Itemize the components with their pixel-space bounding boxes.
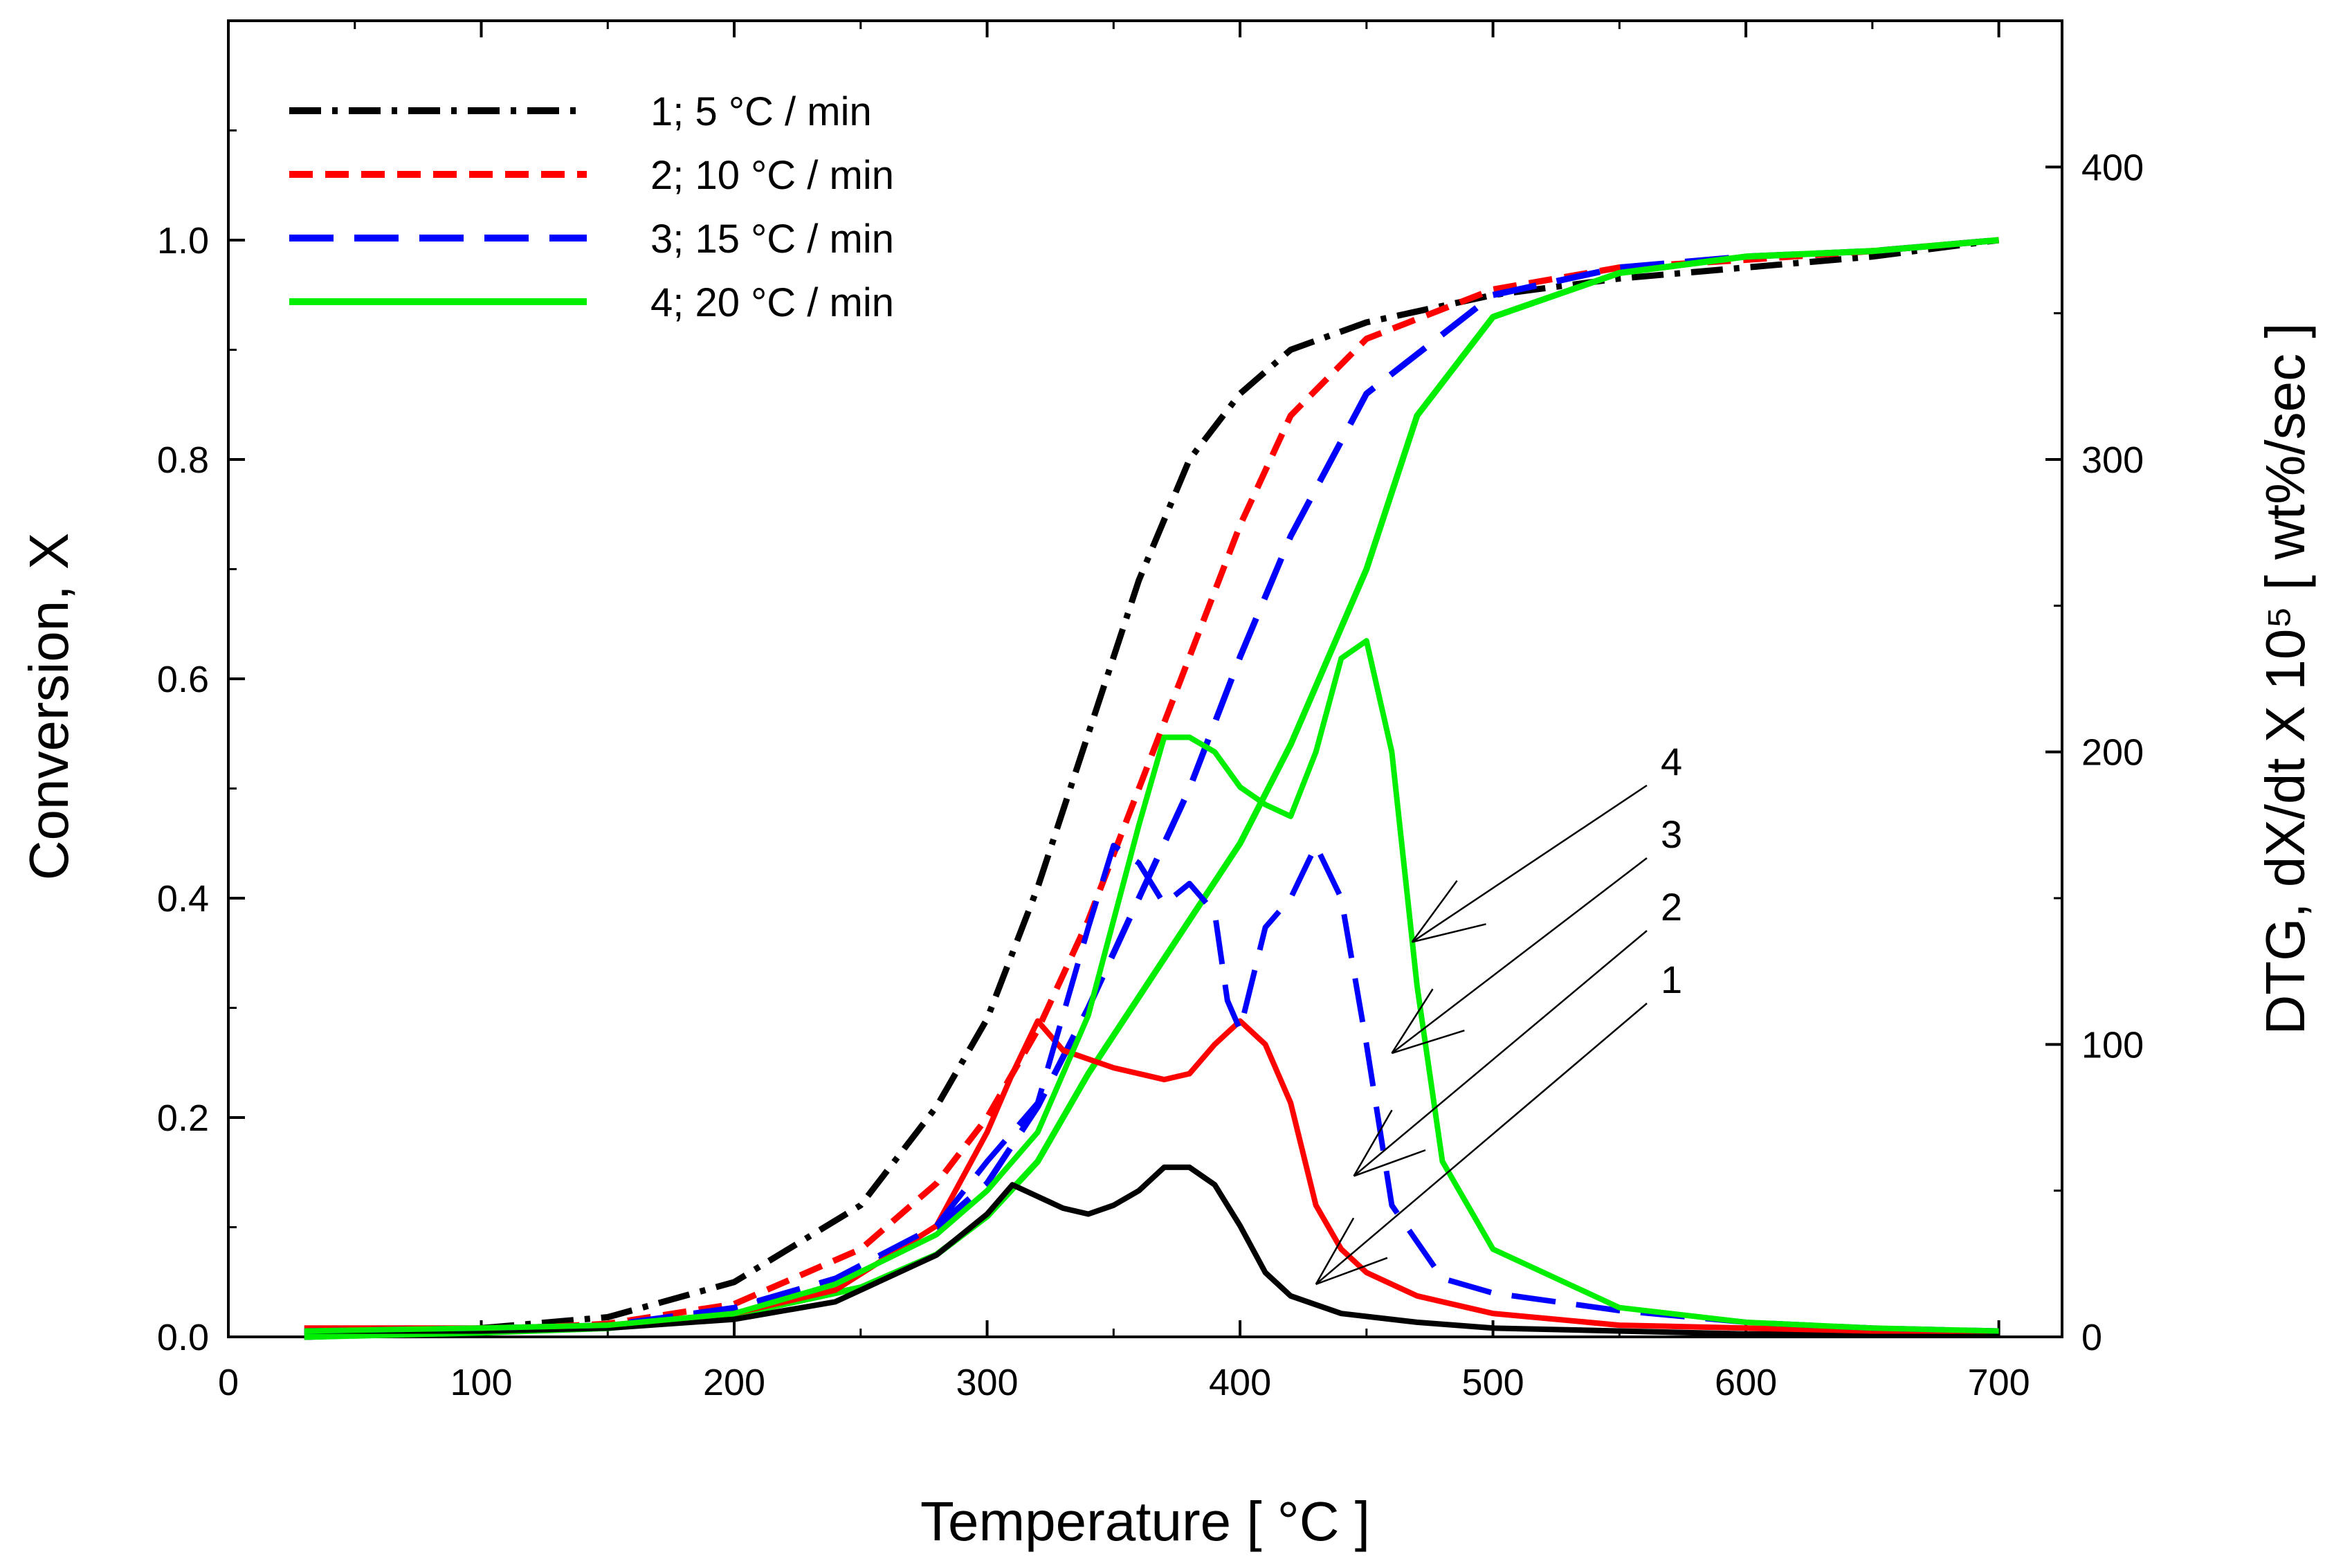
x-tick-label: 500 — [1462, 1362, 1524, 1403]
x-tick-label: 400 — [1209, 1362, 1271, 1403]
conversion-line-1 — [304, 237, 2000, 1340]
callout-arrowhead — [1412, 923, 1486, 943]
callout-arrowhead — [1315, 1217, 1355, 1285]
y-tick-label: 1.0 — [157, 220, 209, 262]
annotations: 4 3 2 1 — [1315, 740, 1682, 1286]
y2-axis-title: DTG, dX/dt X 10⁵ [ wt%/sec ] — [2254, 322, 2316, 1034]
y-axis-title: Conversion, X — [18, 533, 80, 880]
legend-label-4: 4; 20 °C / min — [650, 280, 894, 325]
callout-arrowhead — [1391, 988, 1434, 1054]
legend-label-3: 3; 15 °C / min — [650, 217, 894, 262]
legend: 1; 5 °C / min 2; 10 °C / min 3; 15 °C / mi… — [289, 89, 894, 325]
callout-line — [1315, 1003, 1648, 1285]
y2-tick-label: 400 — [2081, 147, 2144, 188]
conversion-line-2 — [304, 237, 1999, 1340]
dtg-line-4 — [304, 638, 1999, 1334]
callout-arrowhead — [1411, 879, 1458, 943]
callout-label: 3 — [1661, 812, 1682, 856]
y-tick-label: 0.8 — [157, 439, 209, 481]
tick-labels: 0 100 200 300 400 500 600 700 0.0 0.2 0.4 0.6 0.8 1.0… — [157, 147, 2144, 1403]
dtg-line-3 — [304, 842, 1999, 1334]
y-tick-label: 0.4 — [157, 878, 209, 920]
callout-label: 1 — [1661, 958, 1682, 1001]
dtg-line-1 — [304, 1164, 1999, 1337]
y-tick-label: 0.0 — [157, 1317, 209, 1358]
series-layer — [304, 237, 2000, 1340]
callout-line — [1391, 857, 1648, 1055]
axis-ticks — [227, 21, 2062, 1338]
legend-label-1: 1; 5 °C / min — [650, 89, 872, 134]
callout-line — [1411, 784, 1648, 943]
x-tick-label: 600 — [1715, 1362, 1777, 1403]
y2-tick-label: 300 — [2081, 439, 2144, 481]
y-tick-label: 0.6 — [157, 659, 209, 700]
legend-label-2: 2; 10 °C / min — [650, 153, 894, 198]
y2-tick-label: 0 — [2081, 1317, 2102, 1358]
callout-arrowhead — [1392, 1029, 1465, 1055]
x-axis-title: Temperature [ °C ] — [920, 1490, 1370, 1552]
callout-label: 2 — [1661, 885, 1682, 929]
x-tick-label: 0 — [218, 1362, 239, 1403]
callout-label: 4 — [1661, 740, 1682, 783]
y-tick-label: 0.2 — [157, 1097, 209, 1139]
y2-tick-label: 100 — [2081, 1024, 2144, 1066]
callout-arrowhead — [1315, 1257, 1388, 1286]
x-tick-label: 100 — [450, 1362, 512, 1403]
callout-arrowhead — [1353, 1109, 1393, 1177]
callout-line — [1353, 930, 1648, 1177]
plot-frame — [227, 19, 2063, 1338]
x-tick-label: 700 — [1968, 1362, 2030, 1403]
x-tick-label: 200 — [703, 1362, 765, 1403]
y2-tick-label: 200 — [2081, 732, 2144, 774]
plot-border — [227, 19, 2063, 1338]
callout-arrowhead — [1353, 1149, 1426, 1177]
x-tick-label: 300 — [956, 1362, 1018, 1403]
